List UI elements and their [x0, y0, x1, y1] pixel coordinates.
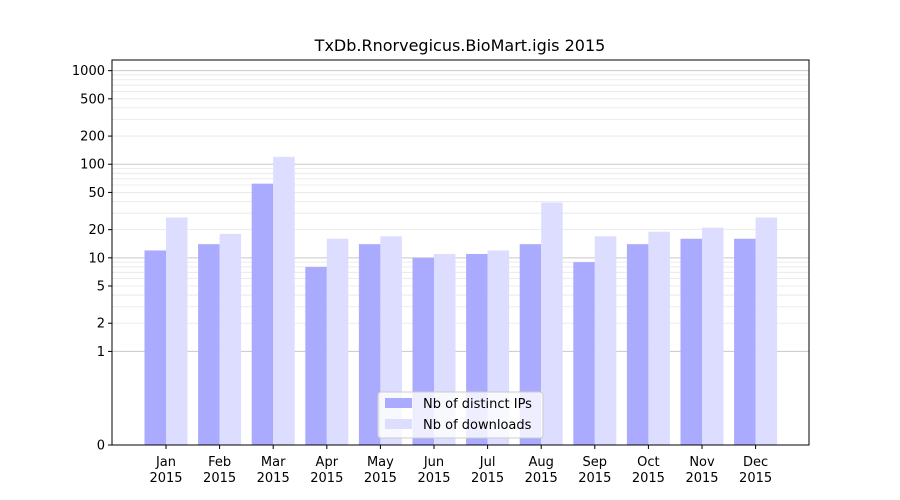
x-tick-label: Jul 2015 — [471, 455, 504, 486]
bar-downloads — [594, 236, 617, 445]
chart-title: TxDb.Rnorvegicus.BioMart.igis 2015 — [314, 36, 606, 55]
bar-distinct-ips — [198, 244, 220, 445]
bar-downloads — [702, 227, 724, 445]
x-tick-label: Apr 2015 — [310, 455, 343, 486]
bar-distinct-ips — [734, 238, 756, 445]
axes-layer: 0 1 2 5 10 20 50 100 200 500 1000 Jan 2015 Feb 2015 Mar… — [72, 59, 810, 486]
legend-swatch — [385, 419, 412, 429]
legend-label: Nb of distinct IPs — [423, 397, 532, 412]
y-tick-label: 200 — [80, 130, 105, 145]
x-tick-label: Dec 2015 — [739, 455, 772, 486]
y-tick-label: 1 — [97, 345, 105, 360]
y-tick-label: 5 — [97, 280, 105, 295]
x-tick-label: Aug 2015 — [525, 455, 558, 486]
x-tick-label: May 2015 — [364, 455, 397, 486]
bar-distinct-ips — [680, 238, 702, 445]
y-tick-label: 50 — [88, 186, 105, 201]
x-tick-label: Jan 2015 — [149, 455, 182, 486]
bar-downloads — [541, 202, 563, 445]
bar-distinct-ips — [626, 244, 649, 445]
x-tick-label: Feb 2015 — [203, 455, 236, 486]
y-tick-label: 2 — [97, 317, 105, 332]
bar-downloads — [219, 233, 242, 445]
bar-downloads — [755, 217, 778, 445]
y-tick-label: 100 — [80, 158, 105, 173]
bar-downloads — [273, 156, 295, 446]
legend-box — [377, 391, 544, 439]
y-tick-label: 10 — [88, 251, 105, 266]
y-tick-label: 20 — [88, 223, 105, 238]
bar-distinct-ips — [144, 250, 166, 445]
x-tick-label: Mar 2015 — [257, 455, 290, 486]
x-tick-label: Nov 2015 — [685, 455, 718, 486]
plot-frame — [111, 59, 810, 446]
bar-distinct-ips — [358, 244, 381, 445]
y-tick-label: 500 — [80, 92, 105, 107]
x-tick-label: Jun 2015 — [417, 455, 450, 486]
bar-downloads — [326, 238, 349, 445]
legend: Nb of distinct IPs Nb of downloads — [377, 391, 544, 439]
x-tick-label: Sep 2015 — [578, 455, 611, 486]
y-tick-label: 0 — [97, 439, 105, 454]
bar-downloads — [648, 231, 670, 445]
legend-swatch — [385, 398, 412, 408]
y-tick-label: 1000 — [72, 64, 105, 79]
bar-downloads — [166, 217, 188, 445]
bar-distinct-ips — [573, 262, 595, 445]
bar-distinct-ips — [251, 183, 274, 445]
bar-distinct-ips — [305, 266, 327, 445]
x-tick-label: Oct 2015 — [632, 455, 665, 486]
legend-label: Nb of downloads — [423, 418, 532, 433]
